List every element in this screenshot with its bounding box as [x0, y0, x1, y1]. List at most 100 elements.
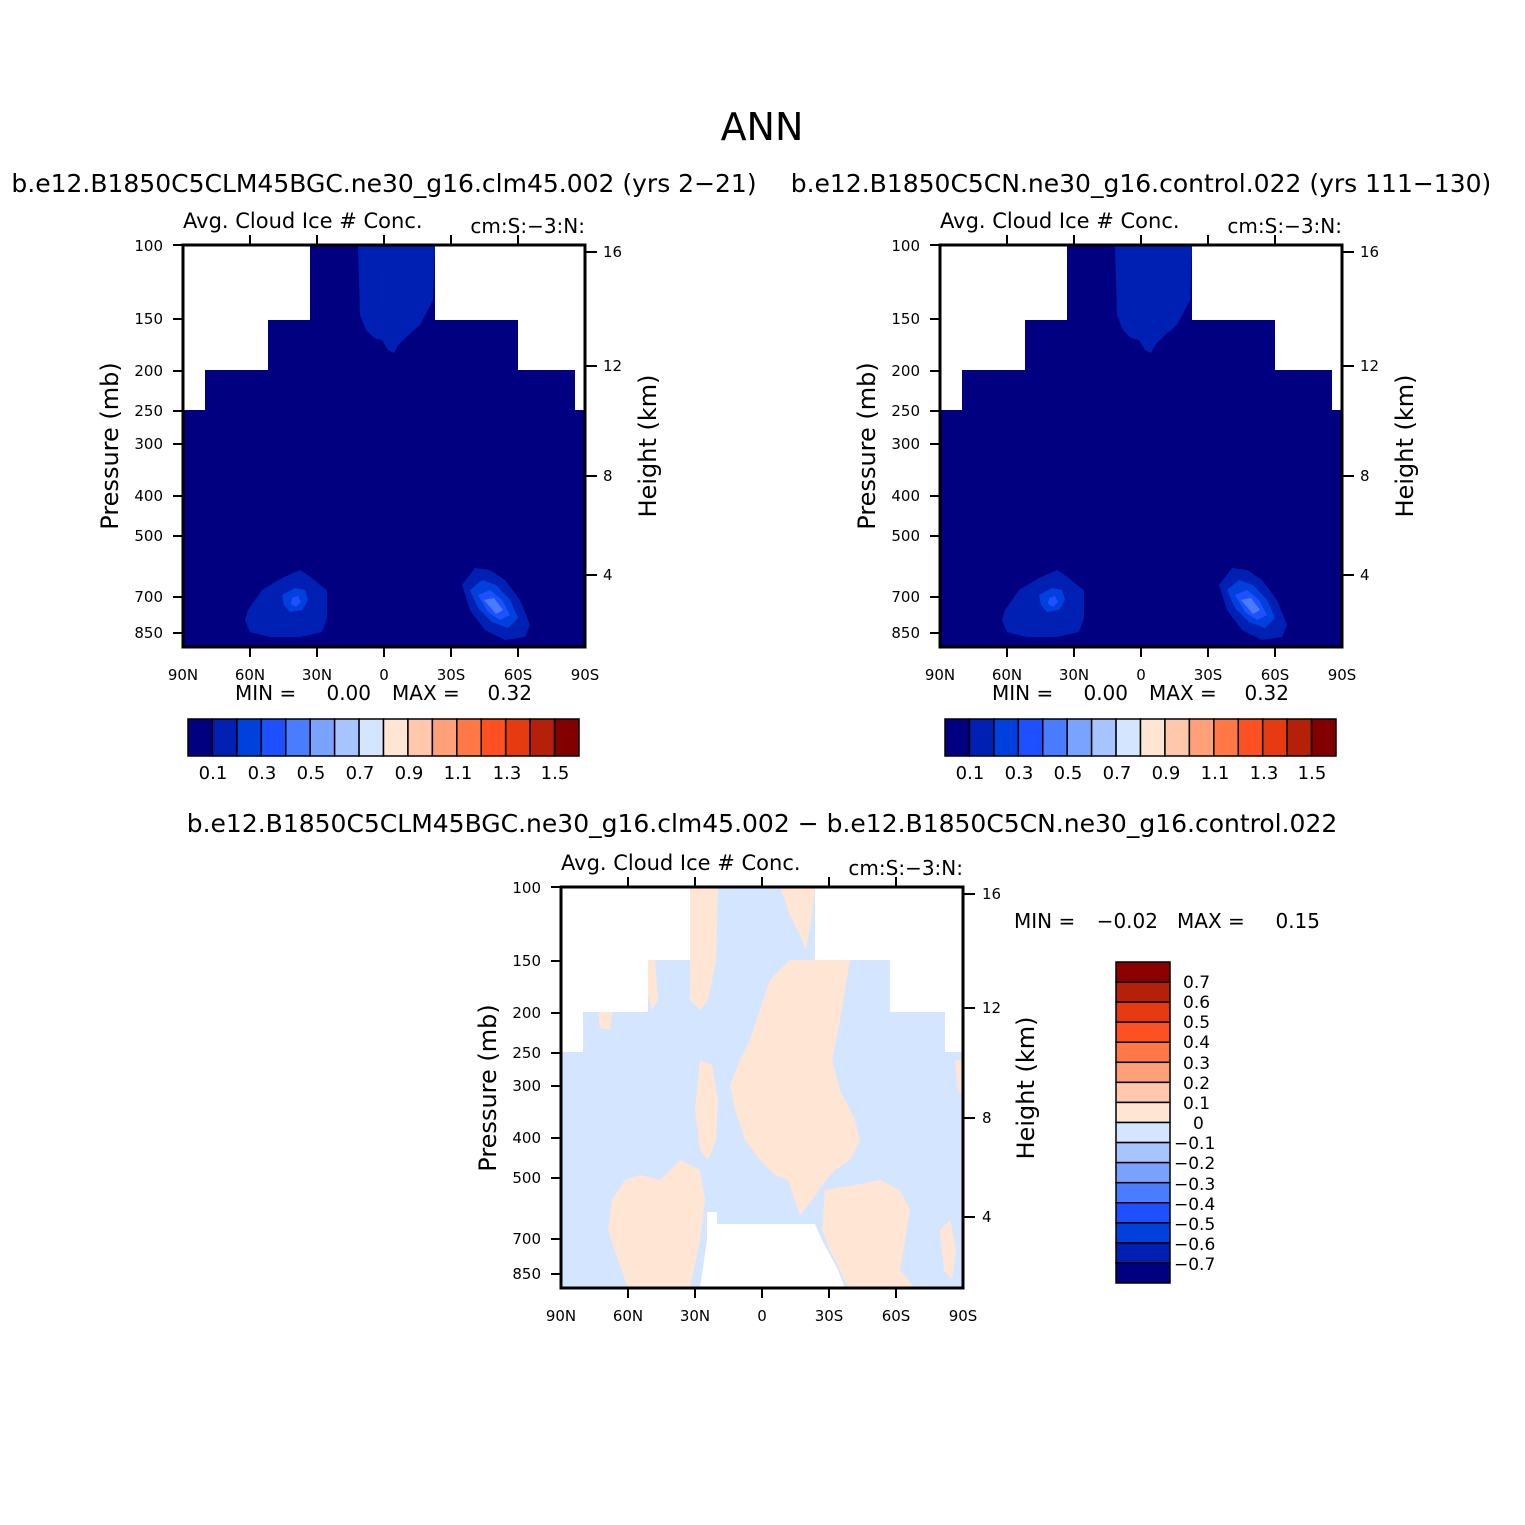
colorbar-swatch	[407, 718, 434, 757]
colorbar-swatch	[553, 718, 580, 757]
y-axis-label: Pressure (mb)	[96, 362, 124, 529]
colorbar-label: 0	[1193, 1114, 1204, 1134]
y-tick-label: 200	[891, 362, 920, 380]
y-tick-marks	[173, 244, 183, 634]
colorbar-swatch	[1115, 1021, 1171, 1043]
field-zero-to-0.1	[648, 960, 658, 1010]
y2-ticks: 16 12 8 4	[982, 885, 1001, 1226]
case-title: b.e12.B1850C5CLM45BGC.ne30_g16.clm45.002…	[187, 809, 1338, 838]
min-label: MIN =	[235, 681, 296, 705]
contour-field	[183, 245, 585, 647]
y2-tick-marks	[585, 251, 597, 576]
y-tick-label: 100	[891, 237, 920, 255]
min-label: MIN =	[992, 681, 1053, 705]
variable-title: Avg. Cloud Ice # Conc.	[183, 209, 423, 233]
colorbar	[944, 718, 1337, 757]
colorbar-swatch	[1115, 1101, 1171, 1124]
y-tick-label: 850	[134, 624, 163, 642]
colorbar-label: 0.7	[1183, 973, 1210, 993]
field-zero-to-0.1	[780, 887, 815, 950]
min-max-readout: MIN = 0.00 MAX = 0.32	[992, 681, 1289, 705]
max-label: MAX =	[392, 681, 460, 705]
colorbar-label: 0.2	[1183, 1074, 1210, 1094]
colorbar-swatch	[529, 718, 556, 757]
colorbar-labels: 0.7 0.6 0.5 0.4 0.3 0.2 0.1 0 −0.1 −0.2 …	[1174, 973, 1215, 1275]
x-tick-marks	[627, 877, 897, 1298]
y-ticks: 100 150 200 250 300 400 500 700 850	[134, 237, 163, 642]
colorbar-swatch	[1115, 1161, 1171, 1184]
contour-field	[940, 245, 1342, 647]
colorbar-label: −0.7	[1174, 1255, 1215, 1275]
min-label: MIN =	[1014, 909, 1075, 933]
x-tick-label: 90N	[168, 666, 198, 684]
x-tick-label: 30S	[437, 666, 466, 684]
colorbar-labels: 0.1 0.3 0.5 0.7 0.9 1.1 1.3 1.5	[956, 763, 1327, 784]
x-tick-label: 90N	[546, 1307, 576, 1325]
y-axis-label: Pressure (mb)	[853, 362, 881, 529]
field-zero-to-0.1	[690, 887, 718, 1010]
colorbar-label: 0.3	[1183, 1054, 1210, 1074]
colorbar-label: 0.7	[346, 763, 375, 784]
colorbar-swatch	[333, 718, 360, 757]
x-tick-marks	[249, 235, 519, 657]
colorbar-label: 0.7	[1103, 763, 1132, 784]
colorbar-label: 1.5	[1298, 763, 1327, 784]
field-level-2	[358, 245, 435, 353]
y-tick-label: 400	[512, 1129, 541, 1147]
colorbar-swatch	[309, 718, 336, 757]
y2-tick-label: 16	[1360, 243, 1379, 261]
colorbar-swatch	[1115, 1141, 1171, 1164]
max-value: 0.32	[1244, 681, 1289, 705]
x-tick-label: 30N	[1059, 666, 1089, 684]
y2-axis-label: Height (km)	[1012, 1017, 1040, 1160]
colorbar-swatch	[1042, 718, 1068, 757]
case-title: b.e12.B1850C5CN.ne30_g16.control.022 (yr…	[791, 169, 1492, 198]
variable-title: Avg. Cloud Ice # Conc.	[561, 851, 801, 875]
colorbar	[1115, 961, 1171, 1284]
colorbar-swatch	[993, 718, 1020, 757]
field-level-5	[1241, 598, 1260, 614]
colorbar-swatch	[1066, 718, 1093, 757]
colorbar-label: 1.3	[1250, 763, 1279, 784]
y2-tick-label: 4	[1360, 566, 1370, 584]
field-zero-to-0.1	[955, 1060, 962, 1095]
y-tick-label: 700	[512, 1230, 541, 1248]
y-tick-label: 150	[134, 310, 163, 328]
y-tick-label: 300	[512, 1077, 541, 1095]
colorbar-label: 0.1	[199, 763, 228, 784]
contour-field	[561, 887, 962, 1288]
y2-tick-label: 8	[603, 467, 613, 485]
y-tick-label: 400	[891, 487, 920, 505]
field-background	[940, 245, 1342, 647]
max-label: MAX =	[1149, 681, 1217, 705]
field-level-4	[291, 596, 301, 607]
max-value: 0.15	[1275, 909, 1320, 933]
colorbar-swatch	[1164, 718, 1191, 757]
y-tick-label: 850	[891, 624, 920, 642]
y-tick-label: 100	[512, 879, 541, 897]
colorbar-swatch	[285, 718, 311, 757]
x-tick-label: 90S	[571, 666, 600, 684]
field-zero-to-0.1	[940, 1220, 956, 1280]
colorbar-swatch	[456, 718, 482, 757]
field-zero-to-0.1	[822, 1180, 915, 1288]
case-title: b.e12.B1850C5CLM45BGC.ne30_g16.clm45.002…	[11, 169, 756, 198]
units-label: cm:S:−3:N:	[848, 856, 963, 880]
y-tick-label: 700	[134, 588, 163, 606]
min-max-readout: MIN = 0.00 MAX = 0.32	[235, 681, 532, 705]
colorbar-swatch	[1115, 1262, 1171, 1284]
y-tick-label: 850	[512, 1265, 541, 1283]
colorbar-swatch	[1237, 718, 1264, 757]
y2-tick-label: 4	[982, 1208, 992, 1226]
colorbar-swatch	[1115, 1061, 1171, 1084]
x-tick-label: 90N	[925, 666, 955, 684]
y2-ticks: 16 12 8 4	[603, 243, 622, 584]
x-ticks: 90N 60N 30N 0 30S 60S 90S	[546, 1307, 977, 1325]
colorbar-label: −0.6	[1174, 1235, 1215, 1255]
x-tick-label: 60S	[504, 666, 533, 684]
x-tick-label: 0	[757, 1307, 767, 1325]
field-zero-to-0.1	[598, 1012, 612, 1030]
y-tick-label: 300	[134, 435, 163, 453]
x-tick-marks	[1006, 235, 1276, 657]
min-value: −0.02	[1097, 909, 1158, 933]
